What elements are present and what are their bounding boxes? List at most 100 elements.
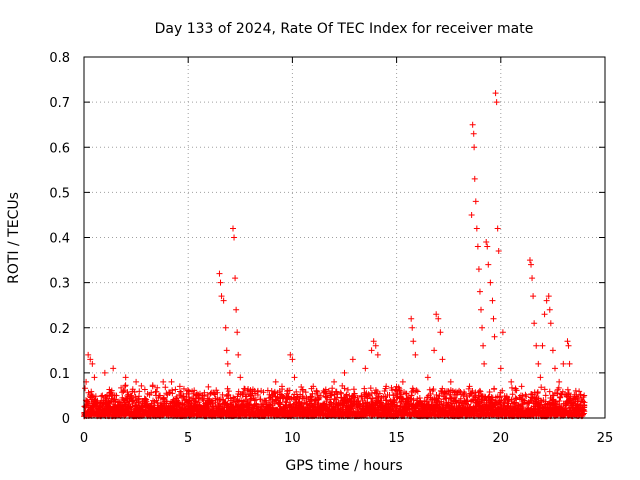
data-point xyxy=(325,388,332,394)
data-point xyxy=(471,175,478,182)
y-tick-label: 0.3 xyxy=(49,277,70,292)
data-point xyxy=(162,384,169,391)
data-point xyxy=(341,369,348,376)
data-point xyxy=(565,342,572,349)
data-point xyxy=(232,275,239,282)
data-point xyxy=(489,297,496,304)
data-point xyxy=(447,378,454,385)
data-point xyxy=(485,261,492,268)
data-point xyxy=(108,387,115,394)
data-point xyxy=(551,365,558,372)
data-point xyxy=(508,378,515,385)
data-point xyxy=(439,356,446,363)
data-point xyxy=(475,266,482,273)
data-point xyxy=(403,390,410,397)
data-point xyxy=(225,388,232,395)
data-point xyxy=(483,239,490,246)
data-point xyxy=(122,382,129,389)
data-point xyxy=(317,392,324,399)
data-point xyxy=(153,388,160,395)
data-point xyxy=(331,378,338,385)
data-point xyxy=(264,387,271,394)
data-point xyxy=(409,324,416,331)
labels-layer: 0 5 10 15 20 25 0 0.1 0.2 0.3 0.4 0.5 0.6 0.7 0.8 xyxy=(49,51,613,446)
x-tick-label: 25 xyxy=(597,431,614,446)
data-point xyxy=(338,390,345,397)
data-point xyxy=(476,288,483,295)
data-point xyxy=(299,387,306,394)
data-point xyxy=(231,234,238,241)
data-point xyxy=(92,393,99,400)
data-point xyxy=(191,387,198,394)
data-point xyxy=(164,398,171,405)
data-point xyxy=(131,389,138,396)
data-point xyxy=(494,225,501,232)
x-tick-label: 15 xyxy=(388,431,405,446)
data-point xyxy=(213,387,220,394)
data-point xyxy=(407,396,414,403)
chart-title: Day 133 of 2024, Rate Of TEC Index for r… xyxy=(155,21,534,37)
data-point xyxy=(189,395,196,402)
data-point xyxy=(240,389,247,396)
data-point xyxy=(413,387,420,394)
data-point xyxy=(223,347,230,354)
data-point xyxy=(354,394,361,401)
data-point xyxy=(474,243,481,250)
data-point xyxy=(314,390,321,397)
data-point xyxy=(518,383,525,390)
data-point xyxy=(341,385,348,392)
data-point xyxy=(143,396,150,403)
data-point xyxy=(91,374,98,381)
data-point xyxy=(471,144,478,151)
data-point xyxy=(522,391,529,398)
y-tick-label: 0 xyxy=(62,412,70,427)
y-tick-label: 0.7 xyxy=(49,96,70,111)
data-point xyxy=(461,390,468,397)
data-point xyxy=(214,389,221,396)
data-point xyxy=(226,369,233,376)
data-point xyxy=(328,392,335,399)
data-point xyxy=(350,386,357,393)
data-point xyxy=(180,401,187,408)
data-point xyxy=(491,333,498,340)
data-point xyxy=(298,383,305,390)
data-point xyxy=(180,385,187,392)
data-point xyxy=(368,347,375,354)
data-point xyxy=(349,356,356,363)
data-point xyxy=(529,275,536,282)
data-point xyxy=(541,311,548,318)
data-point xyxy=(217,279,224,286)
data-point xyxy=(480,342,487,349)
data-point xyxy=(426,386,433,393)
y-axis-label: ROTI / TECUs xyxy=(6,192,22,284)
data-point xyxy=(205,383,212,390)
data-point xyxy=(367,385,374,392)
data-point xyxy=(98,393,105,400)
data-layer xyxy=(81,90,588,420)
data-point xyxy=(472,198,479,205)
data-point xyxy=(230,225,237,232)
data-point xyxy=(439,385,446,392)
data-point xyxy=(460,392,467,399)
data-point xyxy=(118,384,125,391)
data-point xyxy=(547,320,554,327)
data-point xyxy=(392,386,399,393)
data-point xyxy=(469,121,476,128)
data-point xyxy=(526,257,533,264)
data-point xyxy=(286,387,293,394)
data-point xyxy=(435,396,442,403)
data-point xyxy=(154,384,161,391)
data-point xyxy=(277,391,284,398)
data-point xyxy=(291,374,298,381)
data-point xyxy=(365,391,372,398)
data-point xyxy=(204,391,211,398)
data-point xyxy=(352,394,359,401)
data-point xyxy=(431,347,438,354)
data-point xyxy=(148,389,155,396)
data-point xyxy=(230,394,237,401)
data-point xyxy=(400,396,407,403)
data-point xyxy=(490,315,497,322)
data-point xyxy=(376,390,383,397)
data-point xyxy=(566,360,573,367)
